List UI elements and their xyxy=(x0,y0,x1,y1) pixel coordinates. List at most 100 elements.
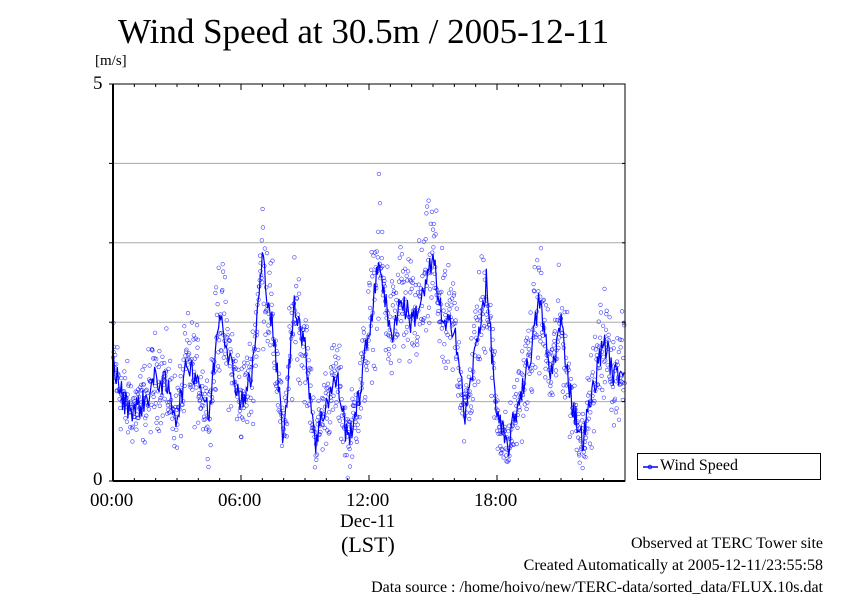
data-point xyxy=(118,405,123,411)
data-point xyxy=(622,323,627,328)
data-point xyxy=(604,367,610,373)
data-point xyxy=(327,410,332,415)
data-point xyxy=(307,367,312,372)
x-tick-label-1800: 18:00 xyxy=(474,490,518,511)
data-point xyxy=(427,320,432,325)
data-point xyxy=(424,328,429,333)
data-point xyxy=(324,416,330,421)
data-point xyxy=(220,262,225,267)
data-point xyxy=(440,354,445,359)
data-point xyxy=(267,330,272,335)
data-point xyxy=(266,329,271,334)
data-point xyxy=(565,309,570,315)
data-point xyxy=(321,383,327,388)
data-point xyxy=(534,332,539,337)
data-point xyxy=(173,393,178,398)
data-point xyxy=(195,323,200,328)
data-point xyxy=(309,367,314,372)
data-point xyxy=(560,331,565,336)
data-point xyxy=(442,342,447,347)
data-point xyxy=(592,334,598,339)
data-point xyxy=(481,257,486,263)
data-point xyxy=(522,402,527,407)
data-point xyxy=(416,282,421,287)
data-point xyxy=(385,264,390,269)
data-point xyxy=(249,365,254,370)
data-point xyxy=(213,387,218,392)
data-point xyxy=(314,457,319,463)
data-point xyxy=(153,330,158,335)
data-point xyxy=(431,221,436,227)
data-point xyxy=(159,361,164,366)
data-point xyxy=(282,395,288,400)
data-point xyxy=(559,306,565,311)
data-point xyxy=(249,409,254,415)
data-point xyxy=(241,417,246,422)
data-point xyxy=(350,454,355,459)
data-point xyxy=(539,270,544,276)
data-point xyxy=(548,383,553,389)
data-point xyxy=(604,308,609,313)
data-point xyxy=(210,395,215,400)
data-point xyxy=(205,424,210,429)
data-point xyxy=(146,407,151,412)
footer-source: Data source : /home/hoivo/new/TERC-data/… xyxy=(371,579,823,596)
data-point xyxy=(436,308,441,314)
data-point xyxy=(451,321,456,327)
data-point xyxy=(472,382,477,388)
data-point xyxy=(576,451,582,456)
data-point xyxy=(275,403,281,408)
data-point xyxy=(449,296,455,301)
data-point xyxy=(606,346,611,352)
data-point xyxy=(619,309,625,314)
data-point xyxy=(429,295,434,300)
data-point xyxy=(401,279,406,285)
data-point xyxy=(538,339,543,344)
data-point xyxy=(222,311,227,316)
data-point xyxy=(560,389,565,394)
data-point xyxy=(233,366,238,371)
data-point xyxy=(194,354,199,359)
data-point xyxy=(543,375,548,380)
data-point xyxy=(192,356,197,361)
data-point xyxy=(380,264,385,269)
data-point xyxy=(568,376,574,382)
data-point xyxy=(195,337,200,342)
data-point xyxy=(330,346,335,351)
data-point xyxy=(410,280,415,286)
data-point xyxy=(361,330,367,335)
data-point xyxy=(388,294,393,299)
data-point xyxy=(174,445,180,450)
data-point xyxy=(389,371,394,376)
data-point xyxy=(437,339,442,344)
series-line-wind-speed xyxy=(112,252,626,457)
data-point xyxy=(157,403,162,409)
data-point xyxy=(598,310,604,315)
data-point xyxy=(467,367,473,372)
data-point xyxy=(592,398,597,404)
data-point xyxy=(308,420,313,425)
data-point xyxy=(490,348,495,354)
data-point xyxy=(196,420,201,425)
data-point xyxy=(156,364,161,370)
data-point xyxy=(602,359,607,364)
data-point xyxy=(398,245,403,250)
data-point xyxy=(285,421,290,427)
data-point xyxy=(554,356,560,361)
data-point xyxy=(621,320,627,326)
data-point xyxy=(244,403,249,408)
data-point xyxy=(552,317,558,322)
data-point xyxy=(450,367,455,372)
data-point xyxy=(620,380,625,385)
data-point xyxy=(247,364,252,369)
data-point xyxy=(309,428,314,434)
data-point xyxy=(214,312,219,318)
data-point xyxy=(346,444,351,449)
data-point xyxy=(268,261,273,266)
data-point xyxy=(524,335,530,340)
data-point xyxy=(555,298,561,303)
data-point xyxy=(328,420,333,425)
data-point xyxy=(517,408,522,413)
data-point xyxy=(575,423,580,428)
